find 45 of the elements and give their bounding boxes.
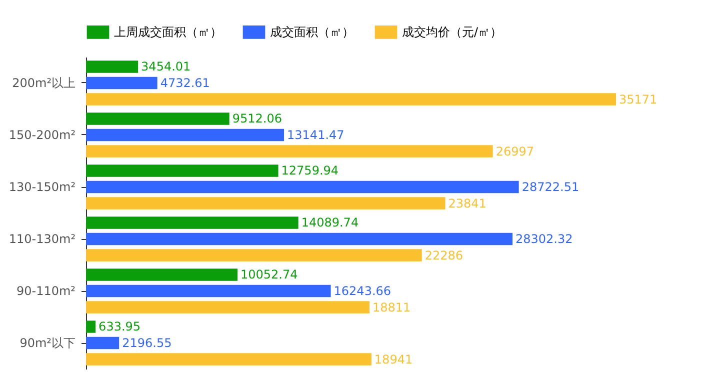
bar: [86, 145, 493, 158]
data-label: 35171: [619, 92, 658, 106]
y-tick-label: 150-200m²: [8, 128, 76, 142]
y-tick-label: 200m²以上: [12, 76, 76, 90]
data-label: 23841: [448, 196, 486, 210]
bar: [86, 284, 331, 298]
bar: [86, 216, 298, 229]
bar: [86, 232, 512, 246]
data-label: 16243.66: [334, 284, 392, 298]
data-label: 22286: [424, 248, 464, 262]
data-label: 10052.74: [240, 268, 298, 282]
y-tick-label: 130-150m²: [8, 180, 76, 194]
bar: [86, 197, 446, 210]
data-label: 28302.32: [515, 232, 573, 246]
y-tick-label: 110-130m²: [8, 232, 76, 246]
data-label: 18811: [372, 300, 411, 314]
y-tick-label: 90-110m²: [16, 284, 76, 298]
data-label: 633.95: [98, 320, 141, 334]
bar: [86, 60, 138, 73]
bar: [86, 180, 519, 194]
bar: [86, 336, 120, 350]
data-label: 4732.61: [160, 76, 210, 90]
data-label: 14089.74: [301, 216, 359, 230]
legend-label: 成交面积（㎡）: [270, 25, 354, 40]
bar: [86, 164, 278, 177]
data-label: 26997: [496, 144, 534, 158]
data-label: 9512.06: [232, 112, 282, 126]
y-tick-label: 90m²以下: [20, 336, 76, 350]
data-label: 13141.47: [287, 128, 344, 142]
bar: [86, 301, 370, 314]
data-label: 12759.94: [281, 164, 339, 178]
bar: [86, 128, 284, 142]
legend-label: 成交均价（元/㎡）: [402, 25, 502, 40]
bar: [86, 93, 616, 106]
bar: [86, 320, 96, 333]
bar: [86, 76, 158, 90]
data-label: 28722.51: [522, 180, 580, 194]
data-label: 3454.01: [141, 60, 191, 74]
data-label: 18941: [374, 352, 413, 366]
bar: [86, 249, 422, 262]
bar: [86, 268, 238, 281]
data-label: 2196.55: [122, 336, 172, 350]
legend-label: 上周成交面积（㎡）: [114, 25, 222, 40]
bar: [86, 112, 230, 125]
bar: [86, 353, 372, 366]
